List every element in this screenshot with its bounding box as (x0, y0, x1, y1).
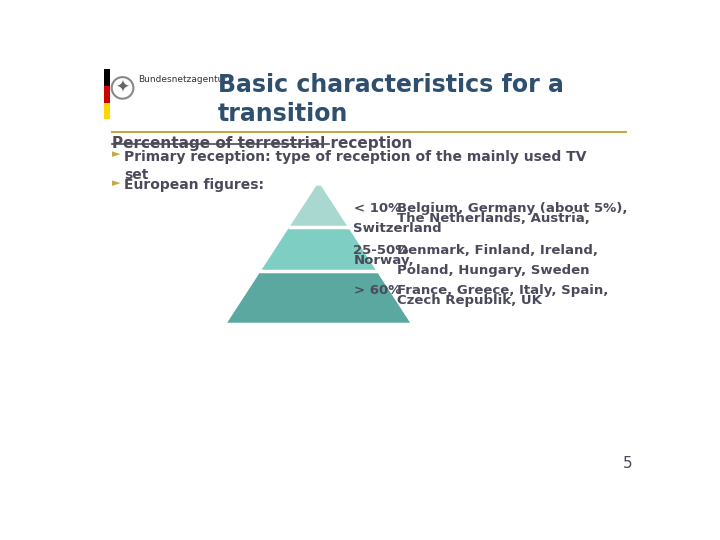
Text: Norway,: Norway, (354, 254, 414, 267)
Text: ►: ► (112, 178, 120, 188)
Bar (104, 103, 110, 119)
Text: 25-50%: 25-50% (354, 244, 409, 257)
Text: Switzerland: Switzerland (354, 222, 442, 235)
Text: ✦: ✦ (116, 79, 130, 97)
Text: Bundesnetzagentur: Bundesnetzagentur (138, 75, 228, 84)
Text: Belgium, Germany (about 5%),: Belgium, Germany (about 5%), (397, 202, 627, 215)
Text: The Netherlands, Austria,: The Netherlands, Austria, (397, 212, 590, 225)
Text: Denmark, Finland, Ireland,: Denmark, Finland, Ireland, (397, 244, 598, 257)
Bar (104, 85, 110, 103)
Text: > 60%: > 60% (354, 284, 401, 297)
Bar (104, 69, 110, 85)
Polygon shape (228, 271, 410, 323)
Text: Percentage of terrestrial reception: Percentage of terrestrial reception (112, 137, 412, 151)
Text: European figures:: European figures: (124, 178, 264, 192)
Text: Czech Republik, UK: Czech Republik, UK (397, 294, 541, 307)
Polygon shape (261, 226, 377, 271)
Text: France, Greece, Italy, Spain,: France, Greece, Italy, Spain, (397, 284, 608, 297)
Text: 5: 5 (623, 456, 632, 471)
Text: < 10%: < 10% (354, 202, 401, 215)
Polygon shape (289, 186, 348, 226)
Text: Primary reception: type of reception of the mainly used TV
set: Primary reception: type of reception of … (124, 150, 587, 182)
Text: ►: ► (112, 150, 120, 159)
Text: Poland, Hungary, Sweden: Poland, Hungary, Sweden (397, 264, 590, 277)
Text: Basic characteristics for a
transition: Basic characteristics for a transition (218, 72, 564, 126)
